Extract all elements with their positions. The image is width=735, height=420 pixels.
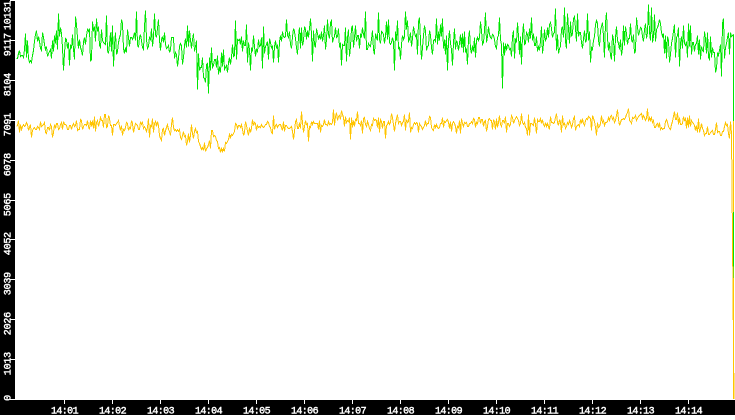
- svg-text:6078: 6078: [4, 153, 15, 176]
- svg-text:5065: 5065: [4, 193, 15, 216]
- svg-text:14:11: 14:11: [531, 407, 559, 416]
- svg-text:14:05: 14:05: [243, 407, 271, 416]
- svg-text:2026: 2026: [4, 312, 15, 335]
- svg-text:3039: 3039: [4, 272, 15, 295]
- svg-text:10131: 10131: [4, 1, 15, 30]
- svg-text:14:09: 14:09: [435, 407, 463, 416]
- svg-text:14:10: 14:10: [483, 407, 511, 416]
- svg-text:4052: 4052: [4, 232, 15, 255]
- svg-text:14:01: 14:01: [51, 407, 79, 416]
- svg-text:14:08: 14:08: [387, 407, 415, 416]
- svg-text:1013: 1013: [4, 352, 15, 375]
- svg-text:14:06: 14:06: [291, 407, 319, 416]
- svg-text:14:07: 14:07: [339, 407, 367, 416]
- svg-text:14:04: 14:04: [195, 407, 223, 416]
- svg-text:0: 0: [4, 395, 15, 401]
- svg-text:14:03: 14:03: [147, 407, 175, 416]
- svg-text:14:02: 14:02: [99, 407, 127, 416]
- svg-text:9117: 9117: [4, 33, 15, 56]
- svg-text:8104: 8104: [4, 73, 15, 96]
- svg-text:14:13: 14:13: [627, 407, 655, 416]
- svg-text:14:14: 14:14: [675, 407, 703, 416]
- svg-text:7091: 7091: [4, 113, 15, 136]
- svg-text:14:12: 14:12: [579, 407, 607, 416]
